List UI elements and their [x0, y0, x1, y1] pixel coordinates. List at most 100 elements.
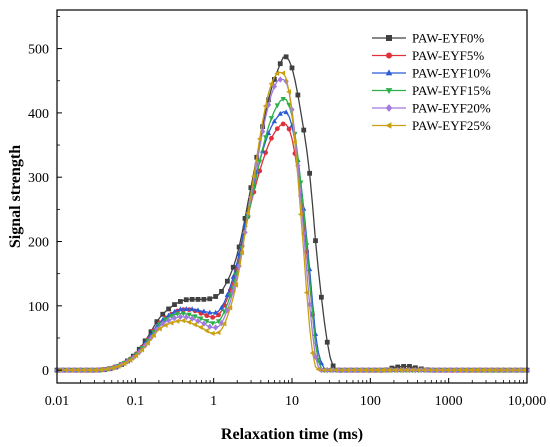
data-point [224, 307, 231, 314]
data-point [160, 311, 166, 317]
data-point [330, 363, 336, 369]
data-point [171, 314, 178, 322]
data-point [183, 306, 189, 311]
data-point [201, 308, 207, 314]
data-point [415, 367, 421, 373]
data-point [280, 121, 286, 127]
legend-item: PAW-EYF20% [372, 101, 491, 116]
data-point [350, 367, 356, 373]
legend-item: PAW-EYF5% [372, 48, 484, 63]
data-point [62, 367, 68, 373]
data-point [250, 173, 256, 179]
data-point [397, 367, 403, 373]
data-point [230, 288, 236, 295]
legend-label: PAW-EYF25% [412, 118, 491, 133]
data-point [227, 305, 233, 311]
data-point [195, 307, 201, 313]
data-point [239, 249, 244, 256]
data-point [474, 367, 479, 373]
data-point [497, 367, 503, 373]
legend-marker [385, 88, 393, 95]
data-point [269, 135, 274, 141]
series-2 [57, 121, 527, 373]
data-point [421, 367, 427, 373]
data-point [177, 299, 183, 304]
data-point [391, 367, 397, 373]
data-point [201, 296, 207, 302]
data-point [362, 367, 368, 373]
data-point [207, 309, 213, 315]
data-point [303, 290, 309, 296]
series-layer [54, 54, 530, 374]
data-point [207, 323, 213, 330]
legend-marker [386, 35, 392, 41]
data-point [283, 54, 289, 60]
data-point [339, 367, 344, 373]
data-point [236, 262, 242, 270]
data-point [213, 294, 219, 299]
data-point [195, 296, 201, 302]
x-axis-title: Relaxation time (ms) [221, 426, 363, 443]
data-point [301, 127, 307, 133]
data-point [86, 367, 92, 373]
data-point [212, 324, 219, 331]
data-point [115, 363, 121, 369]
data-point [256, 136, 262, 142]
data-point [333, 367, 338, 373]
data-point [433, 367, 438, 373]
data-point [280, 70, 286, 76]
data-point [503, 367, 509, 373]
data-point [192, 314, 198, 320]
data-point [174, 318, 180, 324]
data-point [180, 318, 186, 324]
data-point [438, 367, 444, 373]
y-tick-label: 200 [28, 236, 49, 251]
legend-label: PAW-EYF5% [412, 48, 484, 63]
data-point [450, 367, 456, 373]
data-point [274, 126, 280, 132]
data-point [509, 367, 515, 373]
data-point [215, 319, 222, 325]
data-point [224, 278, 230, 284]
data-point [312, 331, 319, 337]
data-point [295, 92, 301, 98]
data-point [148, 334, 154, 342]
data-point [121, 361, 127, 367]
data-point [321, 367, 327, 373]
data-point [183, 297, 189, 303]
data-point [219, 288, 224, 294]
data-point [210, 321, 216, 327]
data-point [210, 314, 216, 320]
data-point [162, 322, 168, 328]
data-point [98, 367, 103, 373]
data-point [224, 292, 231, 297]
data-point [212, 309, 219, 315]
data-point [307, 170, 313, 176]
data-point [386, 367, 391, 373]
data-point [309, 311, 316, 317]
y-axis-title: Signal strength [7, 145, 24, 248]
data-point [480, 367, 485, 373]
data-point [297, 211, 303, 218]
data-point [177, 313, 184, 320]
data-point [127, 357, 133, 363]
data-point [133, 353, 139, 359]
data-point [403, 367, 409, 373]
data-point [160, 320, 166, 327]
axes-layer: 0.01 0.1 1 10 100 1000 10,000 0 100 200 300 400 500 [28, 16, 546, 409]
data-point [309, 350, 315, 356]
data-point [189, 296, 195, 302]
data-point [215, 329, 221, 336]
data-point [444, 367, 450, 373]
data-point [380, 367, 385, 373]
data-point [183, 314, 189, 321]
data-point [313, 238, 318, 244]
series-line [57, 111, 527, 371]
data-point [221, 321, 227, 327]
x-tick-label: 0.01 [45, 394, 70, 409]
data-point [344, 367, 350, 373]
data-point [92, 367, 98, 373]
data-point [151, 332, 156, 339]
x-tick-label: 10 [285, 394, 299, 409]
legend-label: PAW-EYF20% [412, 101, 491, 116]
